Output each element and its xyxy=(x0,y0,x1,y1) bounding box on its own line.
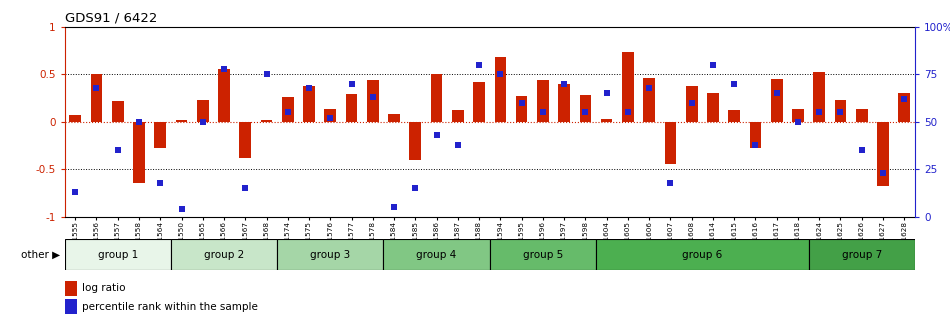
Bar xyxy=(65,239,171,270)
Bar xyxy=(792,110,804,122)
Text: group 3: group 3 xyxy=(311,250,351,259)
Bar xyxy=(729,111,740,122)
Point xyxy=(578,110,593,115)
Point xyxy=(599,91,615,96)
Bar xyxy=(596,239,808,270)
Point xyxy=(535,110,550,115)
Bar xyxy=(389,114,400,122)
Point xyxy=(620,110,636,115)
Text: group 7: group 7 xyxy=(842,250,882,259)
Bar xyxy=(665,122,676,164)
Bar xyxy=(813,73,825,122)
Bar xyxy=(430,74,443,122)
Bar xyxy=(750,122,761,149)
Bar xyxy=(69,115,81,122)
Bar xyxy=(197,100,209,122)
Point xyxy=(854,148,869,153)
Point xyxy=(514,100,529,106)
Point xyxy=(131,119,146,125)
Point xyxy=(238,185,253,191)
Point xyxy=(897,96,912,102)
Bar xyxy=(384,239,490,270)
Point xyxy=(89,85,104,90)
Point xyxy=(174,206,189,212)
Point xyxy=(259,72,275,77)
Bar xyxy=(580,95,591,122)
Bar xyxy=(490,239,596,270)
Bar xyxy=(367,80,379,122)
Bar xyxy=(325,109,336,122)
Bar xyxy=(707,93,719,122)
Text: group 2: group 2 xyxy=(204,250,244,259)
Bar xyxy=(899,93,910,122)
Bar xyxy=(516,96,527,122)
Text: group 1: group 1 xyxy=(98,250,138,259)
Text: percentile rank within the sample: percentile rank within the sample xyxy=(82,302,257,312)
Point xyxy=(770,91,785,96)
Bar xyxy=(495,57,506,122)
Bar xyxy=(473,82,485,122)
Point xyxy=(557,81,572,87)
Bar xyxy=(600,119,613,122)
Bar xyxy=(282,97,294,122)
Bar xyxy=(176,120,187,122)
Bar xyxy=(770,79,783,122)
Point xyxy=(408,185,423,191)
Bar xyxy=(622,51,634,122)
Point xyxy=(301,85,316,90)
Bar xyxy=(277,239,384,270)
Text: group 4: group 4 xyxy=(416,250,457,259)
Bar xyxy=(112,101,124,122)
Bar xyxy=(260,120,273,122)
Point xyxy=(217,66,232,71)
Bar xyxy=(218,69,230,122)
Bar xyxy=(686,86,697,122)
Point xyxy=(811,110,826,115)
Point xyxy=(663,180,678,185)
Point xyxy=(67,190,83,195)
Text: log ratio: log ratio xyxy=(82,283,125,293)
Point xyxy=(429,132,445,138)
Point xyxy=(833,110,848,115)
Point xyxy=(153,180,168,185)
Text: other ▶: other ▶ xyxy=(21,250,60,259)
Bar xyxy=(303,86,314,122)
Bar xyxy=(171,239,277,270)
Point xyxy=(387,205,402,210)
Point xyxy=(450,142,465,147)
Bar xyxy=(133,122,144,183)
Bar xyxy=(643,78,655,122)
Bar xyxy=(537,80,549,122)
Text: group 5: group 5 xyxy=(522,250,563,259)
Bar xyxy=(155,122,166,149)
Point xyxy=(790,119,806,125)
Bar xyxy=(90,74,103,122)
Point xyxy=(195,119,210,125)
Bar xyxy=(856,109,867,122)
Point xyxy=(471,62,486,68)
Point xyxy=(493,72,508,77)
Point xyxy=(727,81,742,87)
Bar xyxy=(409,122,421,160)
Text: group 6: group 6 xyxy=(682,250,722,259)
Bar xyxy=(877,122,889,186)
Point xyxy=(705,62,720,68)
Point xyxy=(110,148,125,153)
Bar xyxy=(452,111,464,122)
Bar xyxy=(835,100,846,122)
Point xyxy=(748,142,763,147)
Point xyxy=(344,81,359,87)
Bar xyxy=(808,239,915,270)
Point xyxy=(875,170,890,176)
Point xyxy=(641,85,656,90)
Point xyxy=(323,115,338,121)
Bar xyxy=(239,122,251,158)
Text: GDS91 / 6422: GDS91 / 6422 xyxy=(65,12,157,25)
Bar xyxy=(559,84,570,122)
Point xyxy=(280,110,295,115)
Bar xyxy=(346,94,357,122)
Point xyxy=(684,100,699,106)
Point xyxy=(365,94,380,100)
